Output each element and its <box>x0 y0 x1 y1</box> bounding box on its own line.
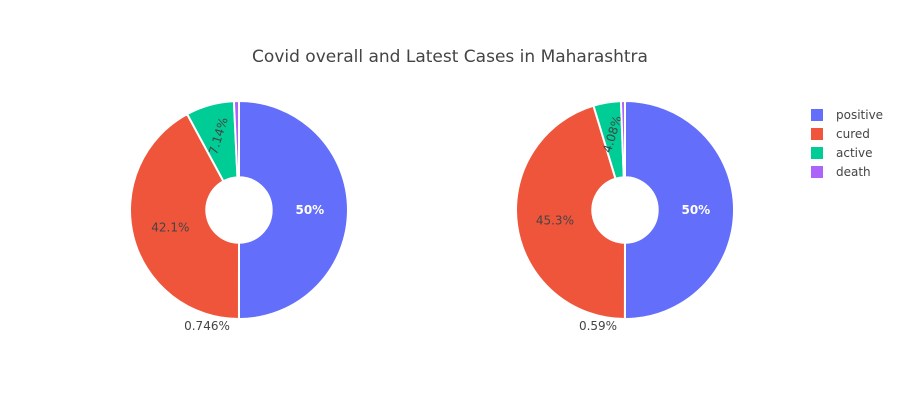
pie-charts: 50%42.1%7.14%0.746%50%45.3%4.08%0.59% <box>129 99 735 333</box>
slice-cured[interactable] <box>129 112 240 321</box>
legend-label-positive: positive <box>836 108 883 122</box>
legend-swatch-positive <box>811 109 823 121</box>
legend-item-active[interactable]: active <box>811 146 872 160</box>
pie-chart-2: 50%45.3%4.08%0.59% <box>515 99 735 333</box>
legend[interactable]: positive cured active death <box>811 108 883 179</box>
legend-label-active: active <box>836 146 872 160</box>
slice-label-positive: 50% <box>295 203 324 217</box>
slice-label-cured: 42.1% <box>151 220 189 234</box>
slice-label-death: 0.59% <box>579 319 617 333</box>
legend-item-death[interactable]: death <box>811 165 871 179</box>
slice-label-cured: 45.3% <box>536 213 574 227</box>
legend-item-positive[interactable]: positive <box>811 108 883 122</box>
chart-title: Covid overall and Latest Cases in Mahara… <box>252 47 648 67</box>
legend-swatch-death <box>811 166 823 178</box>
slice-positive[interactable] <box>237 99 349 321</box>
slice-label-death: 0.746% <box>184 319 230 333</box>
slice-death[interactable] <box>232 99 240 179</box>
pie-chart-1: 50%42.1%7.14%0.746% <box>129 99 349 333</box>
legend-swatch-active <box>811 147 823 159</box>
slice-death[interactable] <box>619 99 626 179</box>
slice-cured[interactable] <box>515 104 626 321</box>
slice-positive[interactable] <box>623 99 735 321</box>
legend-label-cured: cured <box>836 127 870 141</box>
legend-swatch-cured <box>811 128 823 140</box>
legend-label-death: death <box>836 165 871 179</box>
slice-label-positive: 50% <box>681 203 710 217</box>
legend-item-cured[interactable]: cured <box>811 127 870 141</box>
